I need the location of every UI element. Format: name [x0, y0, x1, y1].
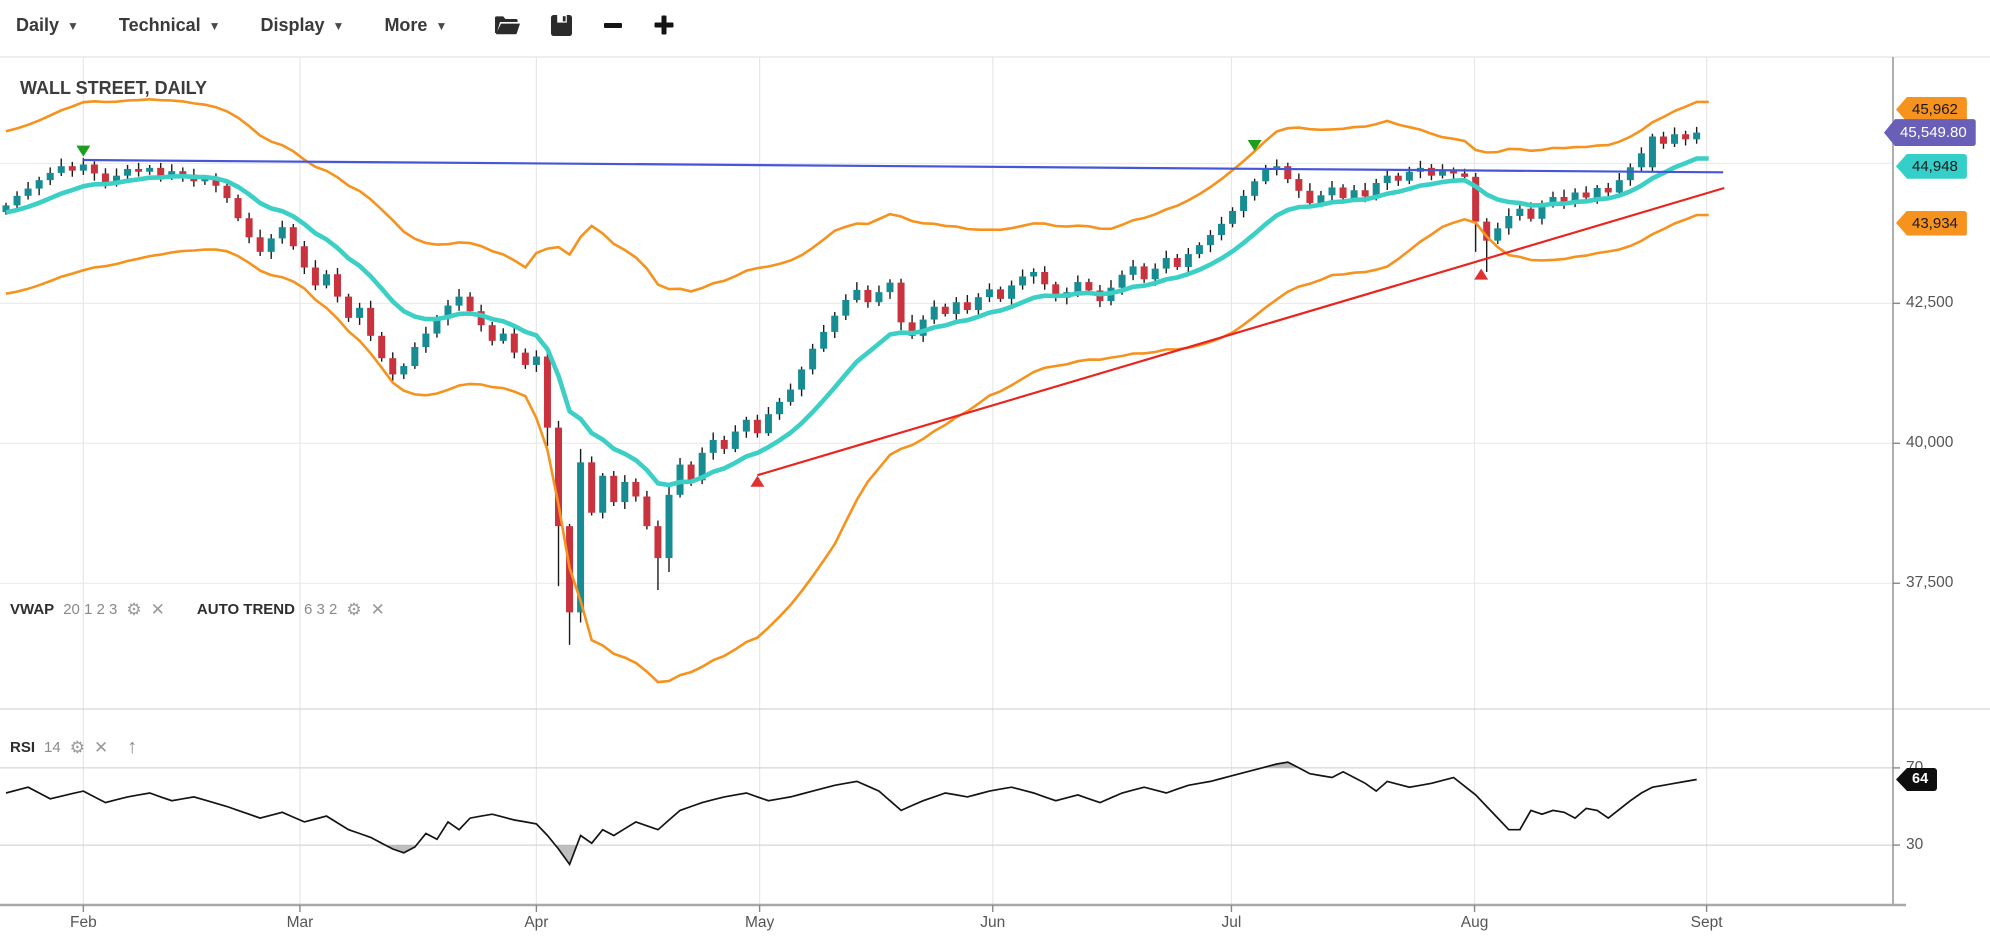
menu-technical-label: Technical: [118, 14, 201, 35]
rsi-plot: [5, 761, 1697, 867]
price-tag: 43,934: [1896, 210, 1967, 236]
menu-technical[interactable]: Technical ▼: [119, 15, 221, 36]
chevron-down-icon: ▼: [332, 19, 345, 33]
chevron-down-icon: ▼: [67, 19, 79, 33]
x-axis-month-label[interactable]: Apr: [524, 914, 549, 931]
indicator-row-vwap: VWAP 20 1 2 3 ⚙ ✕ AUTO TREND 6 3 2 ⚙ ✕: [10, 601, 385, 618]
price-tag: 45,962: [1896, 97, 1967, 122]
x-axis-month-label[interactable]: Jun: [980, 914, 1006, 931]
menu-more-label: More: [384, 14, 428, 35]
close-icon[interactable]: ✕: [150, 600, 165, 619]
buy-signal-marker: [750, 475, 765, 487]
rsi-params: 14: [44, 739, 61, 756]
toolbar: Daily ▼ Technical ▼ Display ▼ More ▼: [0, 0, 1990, 50]
open-folder-icon[interactable]: [493, 13, 521, 37]
x-axis-month-label[interactable]: Aug: [1460, 914, 1489, 931]
chevron-down-icon: ▼: [208, 19, 221, 33]
save-icon[interactable]: [549, 13, 574, 38]
menu-timeframe[interactable]: Daily ▼: [16, 15, 79, 36]
move-indicator-up-icon[interactable]: ↑: [127, 736, 138, 758]
vwap-line: [5, 156, 1709, 488]
x-axis-month-label[interactable]: Feb: [69, 914, 97, 931]
close-icon[interactable]: ✕: [370, 600, 385, 619]
chevron-down-icon: ▼: [435, 19, 448, 33]
vwap-params: 20 1 2 3: [63, 601, 118, 618]
auto-trend-params: 6 3 2: [303, 601, 338, 618]
menu-more[interactable]: More ▼: [384, 15, 447, 36]
rsi-level-label[interactable]: 30: [1906, 836, 1924, 854]
y-axis-tick-label[interactable]: 42,500: [1906, 294, 1954, 312]
signal-markers: [76, 140, 1489, 487]
vwap-label: VWAP: [10, 601, 55, 618]
rsi-value-tag: 64: [1896, 767, 1938, 791]
price-tag: 45,549.80: [1884, 119, 1976, 147]
close-icon[interactable]: ✕: [93, 738, 109, 757]
zoom-in-icon[interactable]: [652, 13, 676, 37]
gear-icon[interactable]: ⚙: [69, 738, 85, 757]
price-tag: 44,948: [1896, 153, 1967, 179]
gridlines: [0, 57, 1893, 905]
menu-display[interactable]: Display ▼: [261, 15, 345, 36]
zoom-out-icon[interactable]: [602, 14, 624, 36]
indicator-lines: [5, 97, 1725, 684]
x-axis-month-label[interactable]: Mar: [286, 914, 314, 931]
menu-display-label: Display: [260, 14, 325, 35]
gear-icon[interactable]: ⚙: [346, 600, 362, 619]
chart-title: WALL STREET, DAILY: [20, 78, 208, 98]
auto-trend-label: AUTO TREND: [196, 601, 295, 618]
upper-band-line: [5, 97, 1709, 293]
lower-band-line: [5, 213, 1709, 684]
sell-signal-marker: [1247, 140, 1262, 152]
rsi-label: RSI: [10, 739, 36, 756]
candles: [2, 126, 1701, 645]
y-axis-tick-label[interactable]: 37,500: [1906, 574, 1954, 592]
y-axis-tick-label[interactable]: 40,000: [1906, 434, 1954, 452]
sell-signal-marker: [76, 145, 91, 157]
menu-timeframe-label: Daily: [16, 14, 60, 35]
indicator-row-rsi: RSI 14 ⚙ ✕ ↑: [10, 736, 137, 759]
buy-signal-marker: [1474, 268, 1489, 280]
axes: [0, 56, 1990, 912]
x-axis-month-label[interactable]: Jul: [1221, 914, 1242, 931]
gear-icon[interactable]: ⚙: [126, 600, 142, 619]
x-axis-month-label[interactable]: May: [744, 914, 775, 931]
x-axis-month-label[interactable]: Sept: [1690, 914, 1723, 931]
rsi-line: [5, 761, 1697, 867]
